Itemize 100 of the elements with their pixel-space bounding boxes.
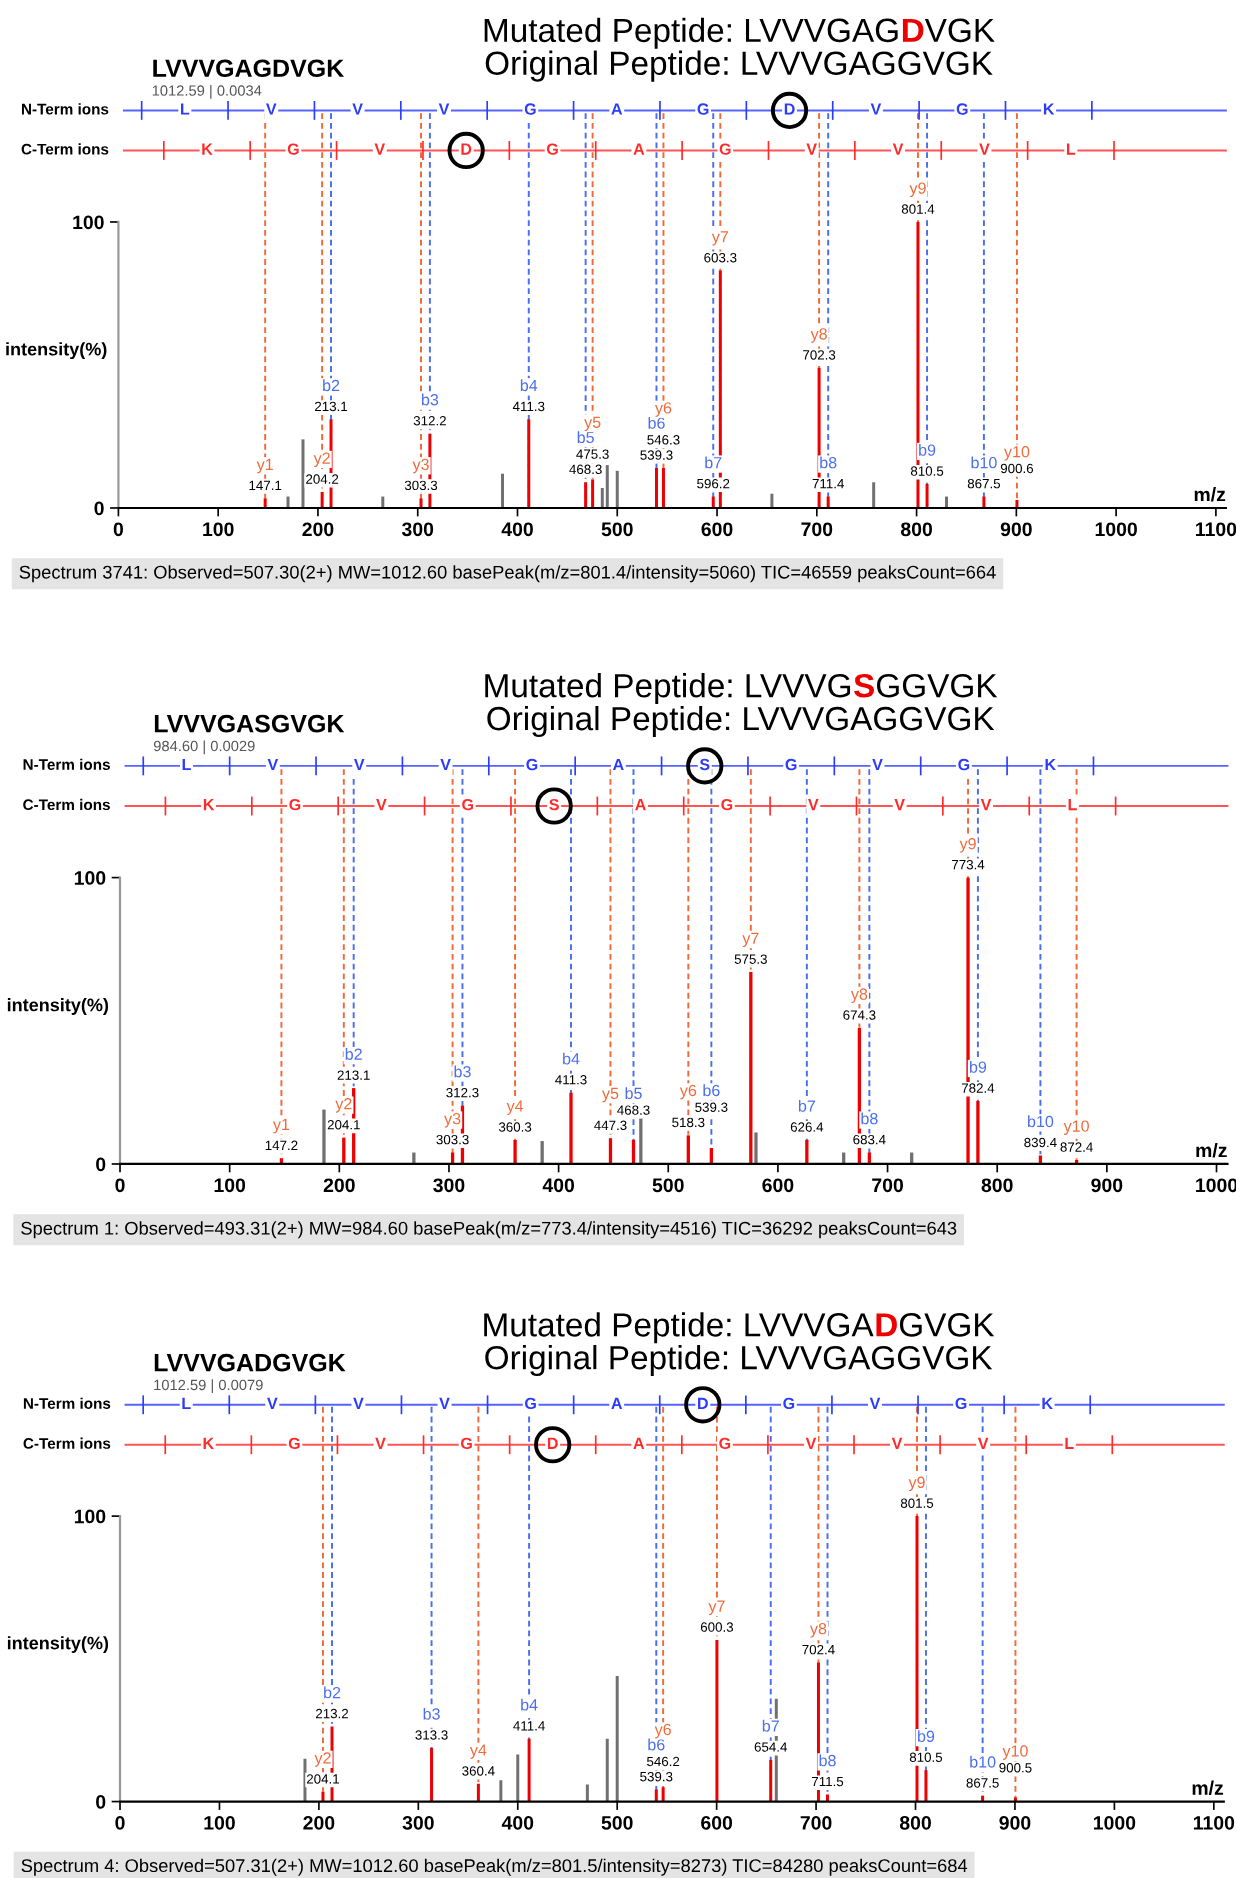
ref-line-label: y3 xyxy=(412,458,429,474)
ref-line-label: y10 xyxy=(1063,1120,1089,1135)
x-tick-label: 300 xyxy=(433,1178,465,1193)
text: V xyxy=(439,1397,450,1409)
text: V xyxy=(872,758,883,771)
x-tick-label: 600 xyxy=(701,522,733,537)
text: K xyxy=(1045,758,1056,771)
ref-line-label: b7 xyxy=(705,456,722,469)
text: G xyxy=(956,103,968,115)
text: V xyxy=(980,799,992,811)
x-tick-label: 1000 xyxy=(1093,1815,1136,1830)
x-tick-label: 600 xyxy=(762,1178,794,1193)
x-tick-label: 900 xyxy=(1091,1178,1123,1193)
ref-line-label: b2 xyxy=(323,379,340,392)
ref-line-label: b3 xyxy=(454,1065,471,1078)
text: G xyxy=(462,798,474,811)
ref-line-label: y4 xyxy=(469,1744,487,1759)
ref-line-label: y10 xyxy=(1002,1745,1028,1760)
x-tick-label: 1100 xyxy=(1196,522,1236,537)
x-tick-label: 900 xyxy=(1000,522,1032,537)
text: G xyxy=(958,758,970,771)
ref-line-label: y3 xyxy=(444,1112,461,1128)
text: L xyxy=(1068,799,1077,811)
ref-line-label: y6 xyxy=(654,402,672,417)
text: S xyxy=(699,758,710,771)
x-tick-label: 800 xyxy=(900,522,932,537)
text: S xyxy=(549,798,559,811)
ref-line-label: b4 xyxy=(563,1052,580,1065)
text: G xyxy=(525,1397,536,1410)
ref-line-label: y10 xyxy=(1004,446,1030,461)
text: K xyxy=(202,143,213,155)
ref-line-label: y7 xyxy=(708,1600,725,1615)
ref-line-label: b2 xyxy=(345,1048,362,1060)
ref-line-label: b9 xyxy=(969,1060,987,1073)
text: V xyxy=(870,103,882,115)
x-tick-label: 0 xyxy=(115,1815,125,1830)
text: G xyxy=(460,1437,472,1450)
ref-line-label: y5 xyxy=(602,1087,619,1103)
text: LVVVGASGVGK xyxy=(154,714,345,733)
ref-line-label: y4 xyxy=(506,1100,524,1115)
ref-line-label: b10 xyxy=(970,1755,996,1768)
y-tick-label: 100 xyxy=(74,1509,106,1524)
text: A xyxy=(611,103,623,115)
ref-line-label: y1 xyxy=(272,1118,290,1134)
text: K xyxy=(203,1437,214,1449)
text: L xyxy=(1065,1437,1074,1449)
text: A xyxy=(611,1397,623,1409)
ref-line-label: b4 xyxy=(521,1698,538,1711)
text: G xyxy=(289,798,301,811)
ref-line-label: y5 xyxy=(584,416,601,432)
ref-line-label: b7 xyxy=(762,1719,779,1732)
text: V xyxy=(869,1397,881,1409)
text: V xyxy=(374,143,386,155)
ref-line-label: y9 xyxy=(959,838,976,853)
text: G xyxy=(719,143,731,155)
y-tick-label: 0 xyxy=(96,1157,106,1172)
x-tick-label: 200 xyxy=(303,1815,335,1830)
text: V xyxy=(808,799,819,811)
ref-line-label: b8 xyxy=(861,1112,878,1125)
text: G xyxy=(783,1397,795,1410)
text: K xyxy=(1042,1397,1053,1409)
text: D xyxy=(784,103,795,115)
text: L xyxy=(181,103,190,115)
x-axis-title: m/z xyxy=(1196,1142,1227,1158)
text: G xyxy=(287,143,299,155)
ref-line-label: b10 xyxy=(971,456,997,469)
text: LVVVGADGVGK xyxy=(154,1353,346,1372)
ref-line-label: b4 xyxy=(520,379,538,392)
ref-line-label: y8 xyxy=(809,1622,827,1638)
ref-line-label: b2 xyxy=(324,1686,341,1699)
text: G xyxy=(719,1437,731,1450)
text: A xyxy=(633,143,645,155)
text: G xyxy=(288,1437,300,1450)
text: V xyxy=(977,1437,989,1449)
text: G xyxy=(721,798,733,811)
ref-line-label: b6 xyxy=(648,416,665,429)
text: V xyxy=(438,103,450,115)
text: D xyxy=(547,1437,558,1449)
x-axis-title: m/z xyxy=(1192,1780,1224,1796)
x-tick-label: 400 xyxy=(501,1815,534,1830)
x-tick-label: 700 xyxy=(800,1815,832,1830)
text: V xyxy=(352,103,363,115)
x-tick-label: 300 xyxy=(401,522,434,537)
x-tick-label: 0 xyxy=(113,522,124,537)
y-axis-title: intensity(%) xyxy=(6,342,107,360)
y-tick-label: 0 xyxy=(96,1795,106,1809)
ref-line-label: y9 xyxy=(909,182,926,197)
ref-line-label: b5 xyxy=(625,1087,642,1100)
text: G xyxy=(697,103,709,115)
x-tick-label: 600 xyxy=(701,1815,733,1830)
x-tick-label: 500 xyxy=(601,522,633,537)
x-tick-label: 400 xyxy=(501,522,533,537)
x-tick-label: 500 xyxy=(652,1178,684,1193)
chart-subtitle: Original Peptide: LVVVGAGGVGK xyxy=(485,1345,993,1377)
text: D xyxy=(698,1397,708,1409)
x-tick-label: 900 xyxy=(999,1815,1031,1830)
x-tick-label: 100 xyxy=(203,522,234,537)
x-tick-label: 500 xyxy=(601,1815,633,1830)
x-tick-label: 1100 xyxy=(1193,1815,1235,1830)
ref-line-label: y7 xyxy=(711,231,729,246)
